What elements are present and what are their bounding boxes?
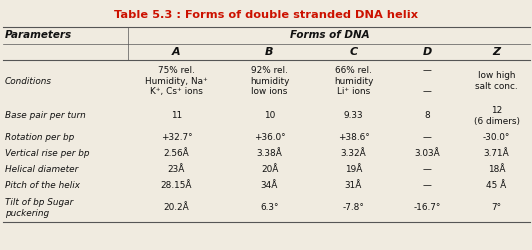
Text: 12
(6 dimers): 12 (6 dimers): [473, 106, 520, 126]
Text: 3.03Å: 3.03Å: [414, 150, 440, 158]
Text: low high
salt conc.: low high salt conc.: [475, 71, 518, 91]
Text: 7°: 7°: [492, 204, 502, 212]
Text: 9.33: 9.33: [344, 112, 363, 120]
Text: B: B: [265, 47, 274, 57]
Text: Parameters: Parameters: [5, 30, 72, 40]
Text: 8: 8: [424, 112, 430, 120]
Text: Forms of DNA: Forms of DNA: [290, 30, 370, 40]
Text: 31Å: 31Å: [345, 182, 362, 190]
Text: Rotation per bp: Rotation per bp: [5, 134, 74, 142]
Text: —: —: [422, 182, 431, 190]
Text: C: C: [350, 47, 358, 57]
Text: —: —: [422, 134, 431, 142]
Text: 20Å: 20Å: [261, 166, 278, 174]
Text: 20.2Å: 20.2Å: [164, 204, 189, 212]
Text: Table 5.3 : Forms of double stranded DNA helix: Table 5.3 : Forms of double stranded DNA…: [114, 10, 418, 20]
Text: 6.3°: 6.3°: [260, 204, 279, 212]
Text: -16.7°: -16.7°: [413, 204, 440, 212]
Text: D: D: [422, 47, 431, 57]
Text: Vertical rise per bp: Vertical rise per bp: [5, 150, 89, 158]
Text: 3.38Å: 3.38Å: [256, 150, 282, 158]
Text: 10: 10: [264, 112, 275, 120]
Text: -7.8°: -7.8°: [343, 204, 364, 212]
Text: 3.32Å: 3.32Å: [340, 150, 367, 158]
Text: Tilt of bp Sugar
puckering: Tilt of bp Sugar puckering: [5, 198, 73, 218]
Text: +32.7°: +32.7°: [161, 134, 192, 142]
Text: 75% rel.
Humidity, Na⁺
K⁺, Cs⁺ ions: 75% rel. Humidity, Na⁺ K⁺, Cs⁺ ions: [145, 66, 208, 96]
Text: Base pair per turn: Base pair per turn: [5, 112, 86, 120]
Text: 34Å: 34Å: [261, 182, 278, 190]
Text: +38.6°: +38.6°: [338, 134, 369, 142]
Text: 45 Å: 45 Å: [486, 182, 506, 190]
Text: 11: 11: [171, 112, 182, 120]
Text: 92% rel.
humidity
low ions: 92% rel. humidity low ions: [250, 66, 289, 96]
Text: A: A: [172, 47, 181, 57]
Text: Conditions: Conditions: [5, 76, 52, 86]
Text: Pitch of the helix: Pitch of the helix: [5, 182, 80, 190]
Text: 2.56Å: 2.56Å: [164, 150, 189, 158]
Text: 23Å: 23Å: [168, 166, 185, 174]
Text: 66% rel.
humidity
Li⁺ ions: 66% rel. humidity Li⁺ ions: [334, 66, 373, 96]
Text: —

—: — —: [422, 66, 431, 96]
Text: Z: Z: [493, 47, 501, 57]
Text: 19Å: 19Å: [345, 166, 362, 174]
Text: Helical diameter: Helical diameter: [5, 166, 78, 174]
Text: 28.15Å: 28.15Å: [161, 182, 192, 190]
Text: -30.0°: -30.0°: [483, 134, 510, 142]
Text: 3.71Å: 3.71Å: [484, 150, 509, 158]
Text: —: —: [422, 166, 431, 174]
Text: +36.0°: +36.0°: [254, 134, 285, 142]
Text: 18Å: 18Å: [488, 166, 505, 174]
